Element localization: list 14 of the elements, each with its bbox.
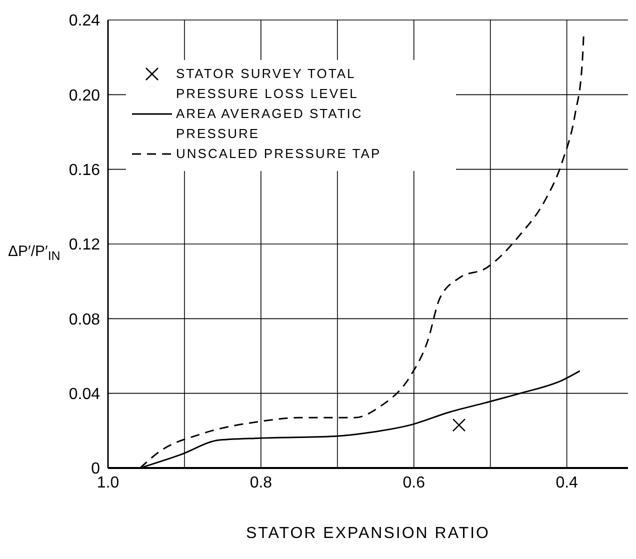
x-tick-label: 0.8 — [250, 474, 272, 492]
y-tick-label: 0.20 — [68, 87, 100, 104]
y-tick-label: 0.08 — [68, 311, 100, 328]
x-axis-title: STATOR EXPANSION RATIO — [246, 525, 490, 542]
legend-label: UNSCALED PRESSURE TAP — [176, 145, 382, 163]
y-tick-label: 0.24 — [68, 12, 100, 30]
y-tick-label: 0.16 — [68, 162, 100, 180]
y-axis-title: ΔP′/P′$_{IN}$ — [8, 243, 60, 263]
legend-label: AREA AVERAGED STATIC PRESSURE — [176, 105, 364, 143]
x-tick-label: 0.6 — [402, 474, 426, 492]
y-tick-label: 0.04 — [68, 386, 100, 404]
y-tick-label: 0.12 — [68, 236, 100, 254]
legend-label: STATOR SURVEY TOTAL PRESSURE LOSS LEVEL — [176, 65, 360, 103]
x-tick-label: 0.4 — [556, 474, 578, 492]
